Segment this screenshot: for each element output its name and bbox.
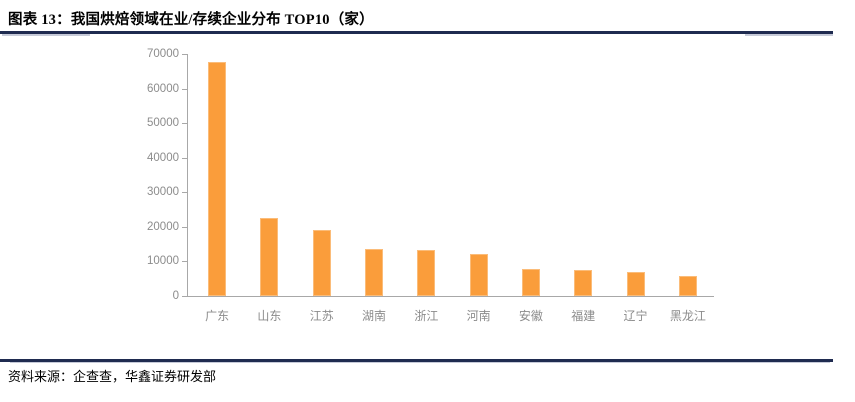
y-tick-label: 70000 xyxy=(147,48,179,60)
y-tick-label: 10000 xyxy=(147,255,179,268)
bar xyxy=(417,250,436,296)
bar xyxy=(208,61,227,296)
y-axis-tick xyxy=(182,54,187,55)
bar xyxy=(365,248,384,296)
bar xyxy=(260,217,279,296)
top-rule xyxy=(0,31,833,34)
bar xyxy=(626,272,645,296)
x-category-label: 河南 xyxy=(466,309,491,323)
bar xyxy=(521,268,540,296)
bar xyxy=(574,270,593,296)
y-axis-tick xyxy=(182,88,187,90)
x-category-label: 山东 xyxy=(257,309,282,323)
bottom-rule-shadow xyxy=(10,362,830,363)
x-category-label: 辽宁 xyxy=(623,309,648,323)
x-axis xyxy=(187,296,714,297)
top-rule-shadow-left xyxy=(2,34,90,36)
bar xyxy=(312,229,331,296)
bar xyxy=(678,275,697,296)
bar xyxy=(469,254,488,296)
y-tick-label: 20000 xyxy=(147,220,179,233)
y-tick-label: 30000 xyxy=(147,186,179,199)
x-category-label: 广东 xyxy=(205,309,230,323)
y-tick-label: 0 xyxy=(172,290,179,302)
figure-title: 图表 13：我国烘焙领域在业/存续企业分布 TOP10（家） xyxy=(8,12,374,28)
y-axis-tick xyxy=(182,123,187,125)
y-axis xyxy=(187,54,188,296)
x-category-label: 浙江 xyxy=(414,309,439,323)
y-axis-tick xyxy=(182,226,187,228)
y-axis-tick xyxy=(182,296,187,297)
y-axis-tick xyxy=(182,157,187,159)
y-tick-label: 50000 xyxy=(147,117,179,130)
y-axis-tick xyxy=(182,261,187,263)
x-category-label: 湖南 xyxy=(362,309,387,323)
y-tick-label: 60000 xyxy=(147,82,179,95)
x-category-label: 安徽 xyxy=(518,309,543,323)
x-category-label: 江苏 xyxy=(309,309,334,323)
bottom-rule xyxy=(0,359,833,362)
source-note: 资料来源：企查查，华鑫证券研发部 xyxy=(8,369,217,384)
x-category-label: 黑龙江 xyxy=(669,309,706,323)
y-axis-tick xyxy=(182,192,187,194)
top-rule-shadow-right xyxy=(745,34,833,36)
x-category-label: 福建 xyxy=(571,309,596,323)
y-tick-label: 40000 xyxy=(147,151,179,164)
